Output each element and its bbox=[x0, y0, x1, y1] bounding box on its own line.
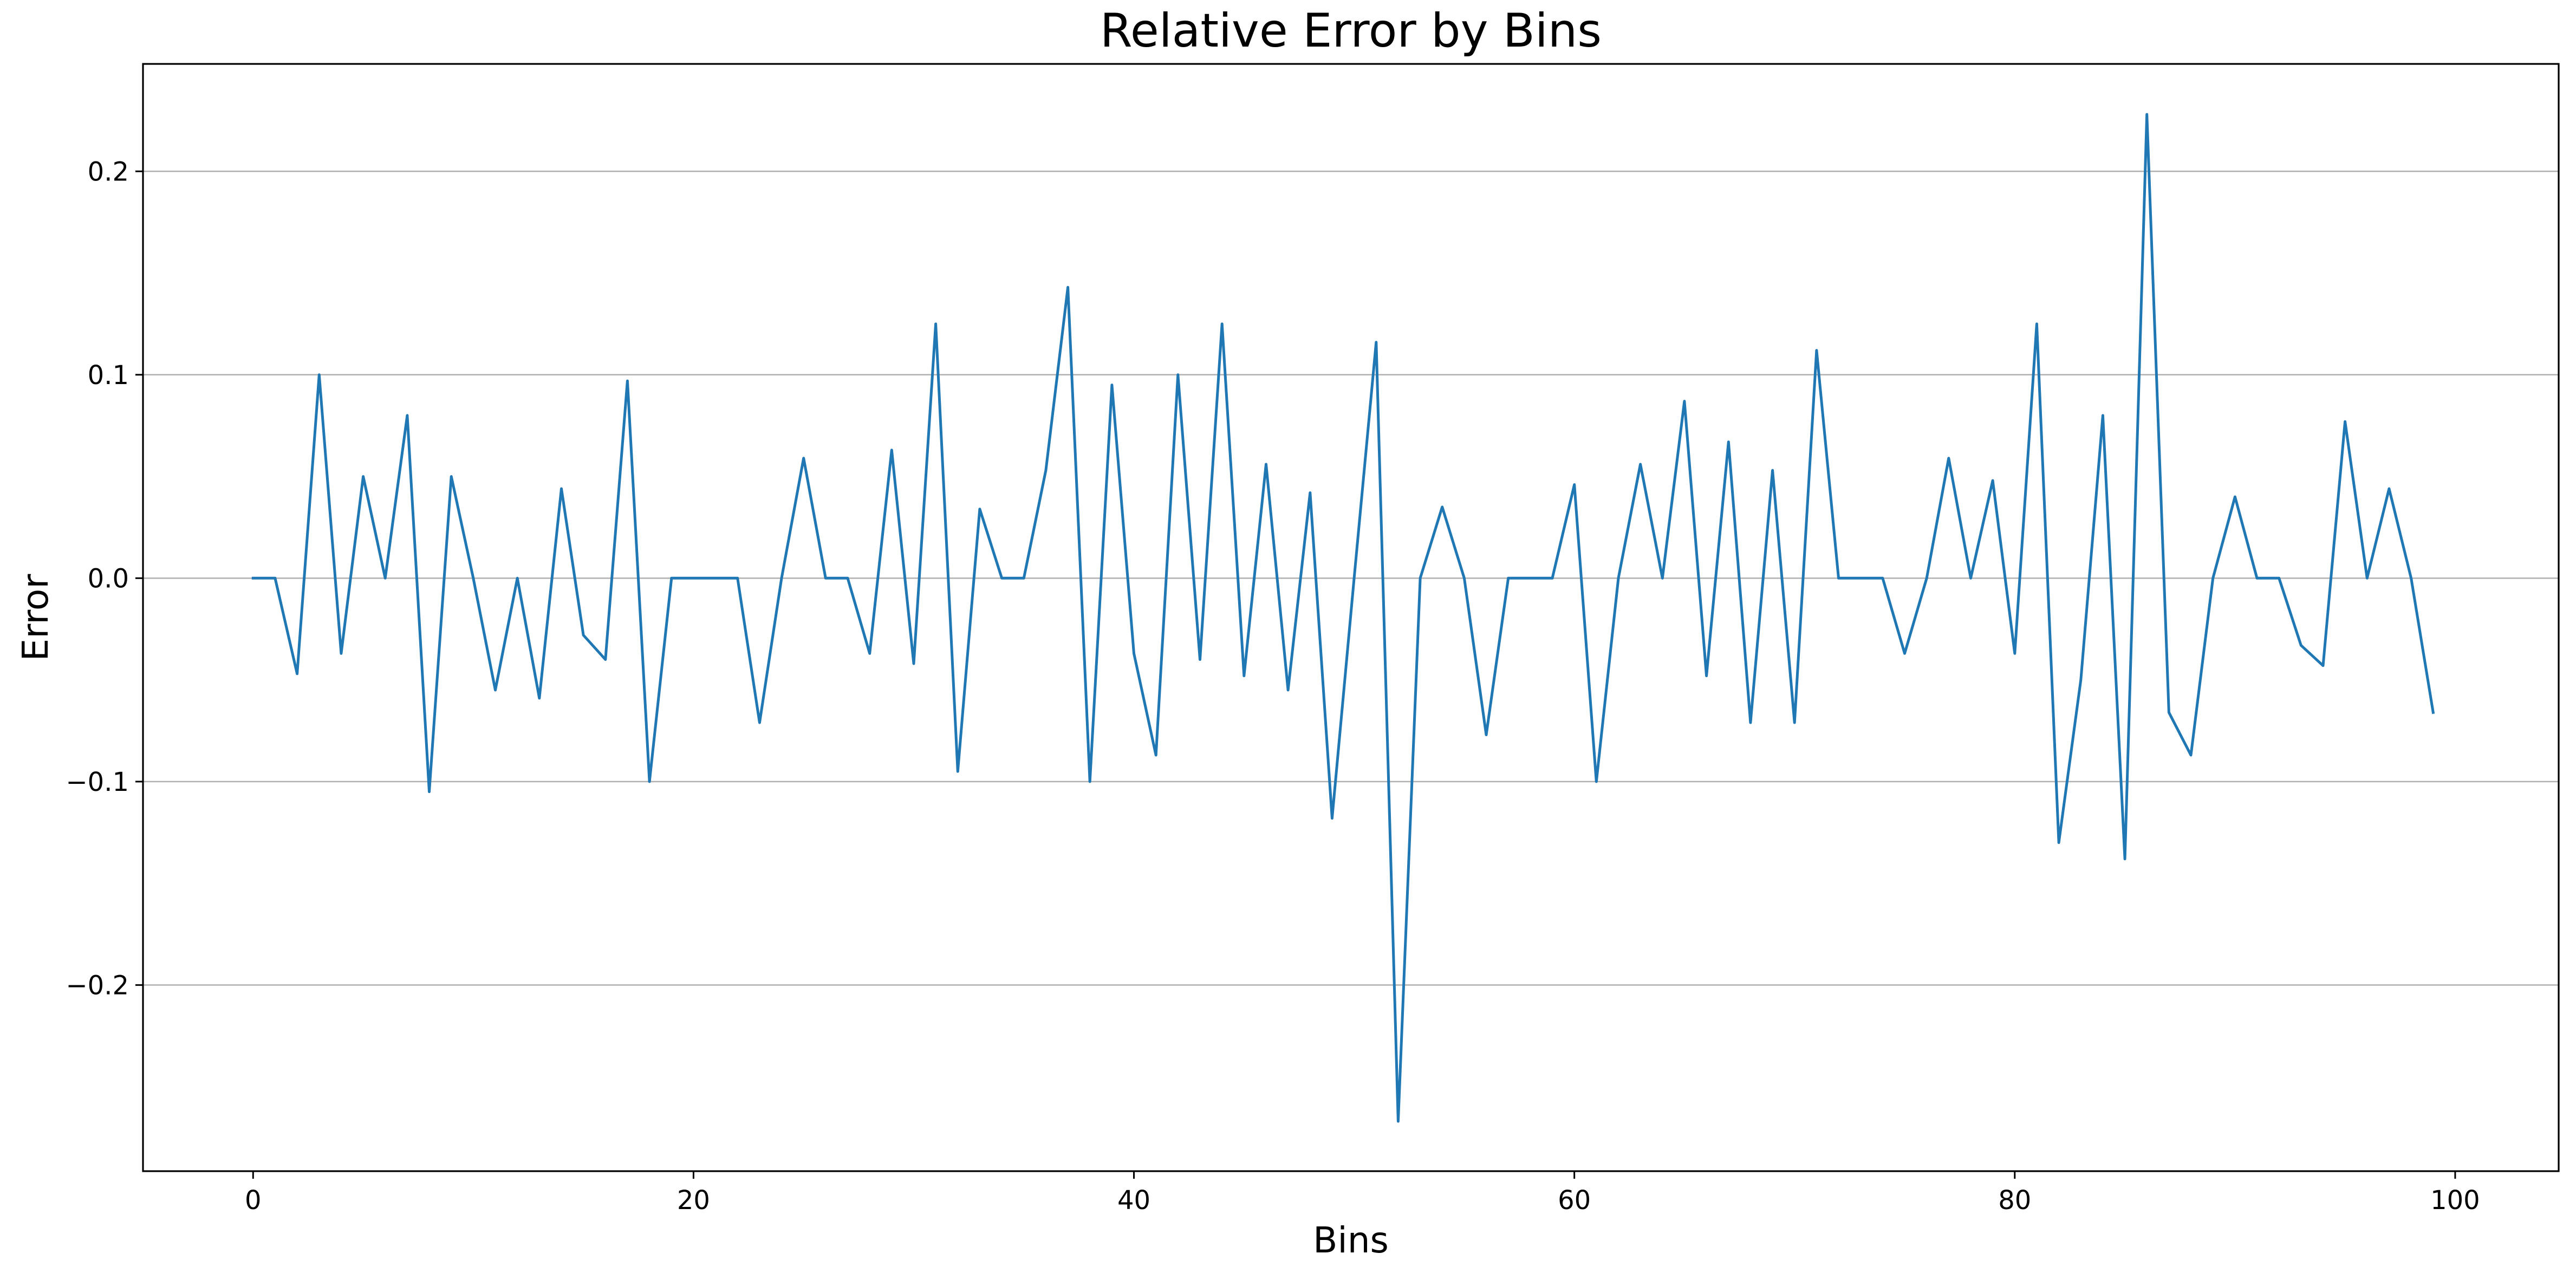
series-layer bbox=[251, 113, 2435, 1123]
y-tick-label: 0.0 bbox=[88, 563, 129, 594]
x-axis-label: Bins bbox=[1313, 1219, 1389, 1261]
y-tick-label: −0.1 bbox=[66, 767, 129, 797]
y-tick-label: 0.2 bbox=[88, 157, 129, 187]
x-tick-label: 80 bbox=[1998, 1185, 2031, 1216]
chart-title: Relative Error by Bins bbox=[1100, 4, 1602, 58]
y-axis-ticks: −0.2 −0.1 0.0 0.1 0.2 bbox=[66, 157, 143, 1001]
y-tick-label: −0.2 bbox=[66, 970, 129, 1001]
plot-area-frame bbox=[142, 63, 2560, 1172]
x-tick-label: 40 bbox=[1117, 1185, 1150, 1216]
x-tick-label: 100 bbox=[2430, 1185, 2480, 1216]
y-axis-label: Error bbox=[15, 574, 56, 661]
x-axis-ticks: 0 20 40 60 80 100 bbox=[245, 1171, 2480, 1216]
y-tick-label: 0.1 bbox=[88, 360, 129, 391]
x-tick-label: 20 bbox=[677, 1185, 710, 1216]
error-series-line bbox=[251, 113, 2435, 1123]
x-tick-label: 0 bbox=[245, 1185, 262, 1216]
x-tick-label: 60 bbox=[1558, 1185, 1591, 1216]
